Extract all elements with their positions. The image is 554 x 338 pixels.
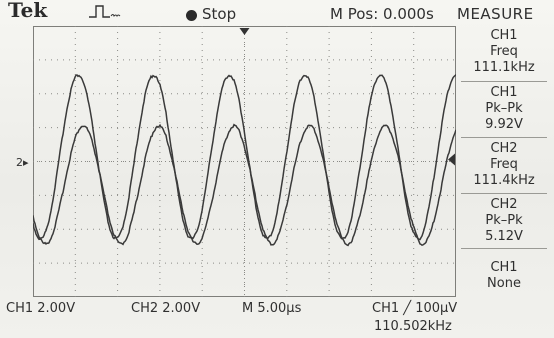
main-position-readout: M Pos: 0.000s bbox=[330, 5, 434, 23]
top-status-bar: Tek Stop M Pos: 0.000s MEASURE bbox=[0, 0, 554, 24]
measure-divider bbox=[461, 193, 547, 194]
measure-1-value: 111.1kHz bbox=[473, 60, 535, 75]
measure-4-value: 5.12V bbox=[485, 229, 523, 244]
brand-logo: Tek bbox=[8, 0, 48, 22]
measure-panel: CH1 Freq 111.1kHz CH1 Pk–Pk 9.92V CH2 Fr… bbox=[459, 24, 549, 296]
measure-2-value: 9.92V bbox=[485, 117, 523, 132]
measure-slot-2[interactable]: CH1 Pk–Pk 9.92V bbox=[459, 85, 549, 133]
trigger-level-marker-icon bbox=[448, 153, 455, 166]
measure-1-type: Freq bbox=[490, 44, 518, 59]
measure-slot-5[interactable]: CH1 None bbox=[459, 260, 549, 292]
measure-4-type: Pk–Pk bbox=[485, 213, 523, 228]
measure-4-source: CH2 bbox=[490, 197, 518, 212]
ch2-marker-label: 2 bbox=[16, 156, 23, 169]
ch1-waveform-trace bbox=[33, 74, 456, 241]
bottom-status-bar: CH1 2.00V CH2 2.00V M 5.00μs CH1 ╱ 100μV… bbox=[0, 297, 554, 338]
ch2-waveform-trace bbox=[33, 123, 456, 247]
measure-title: MEASURE bbox=[457, 5, 534, 23]
trigger-position-marker-icon bbox=[239, 28, 250, 35]
acquisition-mode-icon bbox=[88, 3, 122, 23]
trace-layer bbox=[33, 28, 456, 247]
waveform-display bbox=[33, 26, 456, 297]
waveform-graticule bbox=[33, 26, 456, 297]
trigger-frequency-readout: 110.502kHz bbox=[374, 319, 452, 334]
trigger-readout: CH1 ╱ 100μV bbox=[372, 301, 458, 316]
measure-3-value: 111.4kHz bbox=[473, 173, 535, 188]
measure-divider bbox=[461, 81, 547, 82]
measure-divider bbox=[461, 248, 547, 249]
measure-5-source: CH1 bbox=[490, 260, 518, 275]
measure-slot-4[interactable]: CH2 Pk–Pk 5.12V bbox=[459, 197, 549, 245]
measure-1-source: CH1 bbox=[490, 28, 518, 43]
ch2-scale-readout: CH2 2.00V bbox=[131, 301, 201, 316]
measure-2-source: CH1 bbox=[490, 85, 518, 100]
run-state-label: Stop bbox=[202, 5, 237, 23]
measure-slot-3[interactable]: CH2 Freq 111.4kHz bbox=[459, 141, 549, 189]
run-state-dot-icon bbox=[186, 10, 197, 21]
measure-5-type: None bbox=[487, 276, 521, 291]
measure-slot-1[interactable]: CH1 Freq 111.1kHz bbox=[459, 28, 549, 76]
measure-2-type: Pk–Pk bbox=[485, 101, 523, 116]
measure-3-type: Freq bbox=[490, 157, 518, 172]
graticule-grid bbox=[33, 26, 456, 297]
timebase-readout: M 5.00μs bbox=[242, 301, 302, 316]
measure-3-source: CH2 bbox=[490, 141, 518, 156]
ch1-scale-readout: CH1 2.00V bbox=[6, 301, 76, 316]
ch2-ground-marker: 2▸ bbox=[16, 156, 29, 169]
measure-divider bbox=[461, 137, 547, 138]
